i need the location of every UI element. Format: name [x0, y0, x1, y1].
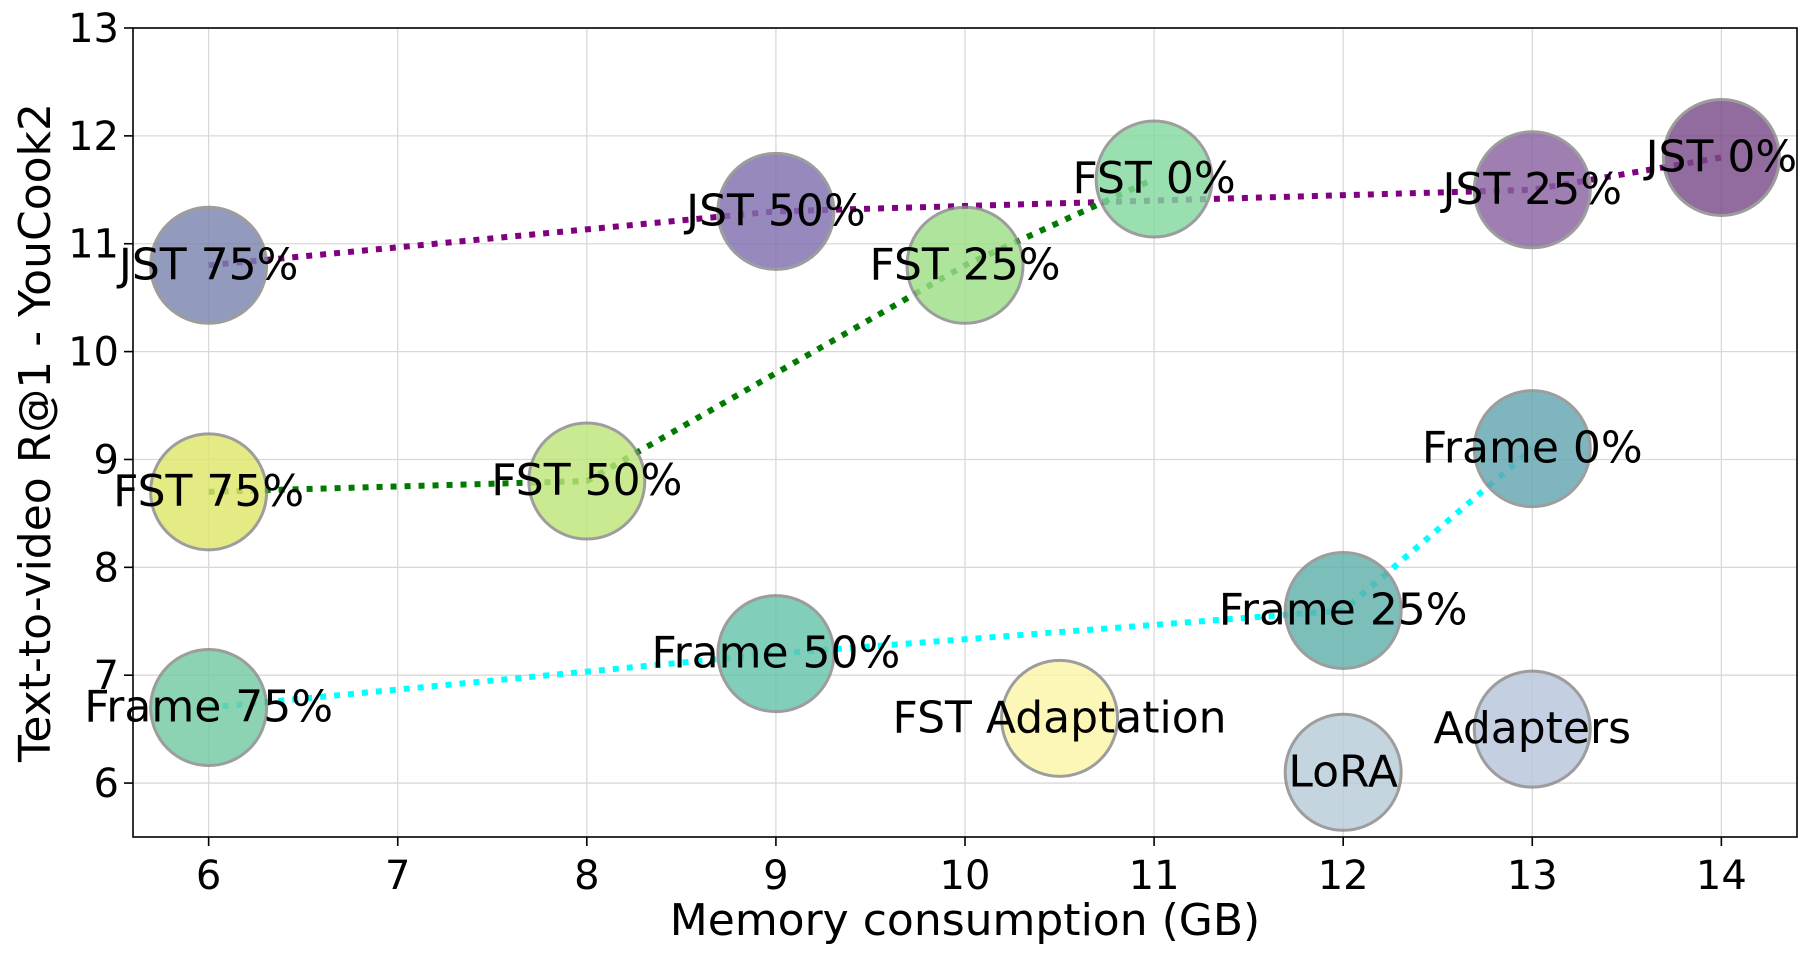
y-tick-label: 12 [68, 114, 119, 160]
x-tick-label: 14 [1696, 853, 1747, 899]
bubble-frame-75 [149, 648, 269, 768]
series-lines [208, 154, 1722, 711]
label-jst-0: JST 0% [1643, 131, 1798, 182]
x-tick-label: 9 [763, 853, 788, 899]
bubble-jst-50 [716, 151, 836, 271]
label-lora: LoRA [1288, 746, 1398, 797]
label-frame-50: Frame 50% [651, 628, 900, 679]
bubble-jst-25 [1472, 130, 1592, 250]
y-tick-label: 9 [94, 437, 119, 483]
x-tick-label: 13 [1507, 853, 1558, 899]
bubbles [149, 97, 1781, 832]
y-tick-label: 6 [94, 761, 119, 807]
x-tick-label: 8 [574, 853, 599, 899]
bubble-fst-25 [905, 205, 1025, 325]
bubble-frame-0 [1472, 389, 1592, 509]
bubble-adapters [1472, 669, 1592, 789]
label-frame-25: Frame 25% [1219, 584, 1468, 635]
bubble-jst-75 [149, 205, 269, 325]
trend-line-2 [208, 176, 1156, 495]
label-jst-75: JST 75% [116, 239, 299, 290]
y-axis-title: Text-to-video R@1 - YouCook2 [10, 103, 61, 763]
ticks: 6 7 8 9 10 11 12 13 14 6 7 8 9 10 11 12 13 [68, 6, 1747, 899]
x-axis-title: Memory consumption (GB) [670, 895, 1260, 946]
x-tick-label: 10 [940, 853, 991, 899]
bubble-frame-25 [1283, 550, 1403, 670]
trend-line-1 [208, 154, 1722, 269]
bubble-fst-adaptation [1000, 658, 1120, 778]
bubble-lora [1283, 712, 1403, 832]
x-tick-label: 6 [196, 853, 221, 899]
x-tick-label: 7 [385, 853, 410, 899]
bubble-fst-75 [149, 432, 269, 552]
label-fst-adaptation: FST Adaptation [893, 692, 1227, 743]
label-frame-0: Frame 0% [1422, 423, 1643, 474]
label-frame-75: Frame 75% [84, 682, 333, 733]
bubble-frame-50 [716, 594, 836, 714]
bubble-fst-0 [1094, 119, 1214, 239]
y-tick-label: 10 [68, 330, 119, 376]
y-tick-label: 13 [68, 6, 119, 52]
x-tick-label: 11 [1129, 853, 1180, 899]
label-fst-0: FST 0% [1073, 153, 1236, 204]
label-adapters: Adapters [1434, 703, 1631, 754]
y-tick-label: 11 [68, 222, 119, 268]
point-labels: JST 0% JST 25% JST 50% JST 75% FST 0% FST 25%… [84, 131, 1797, 797]
x-tick-label: 12 [1318, 853, 1369, 899]
label-fst-50: FST 50% [491, 455, 682, 506]
y-tick-label: 8 [94, 545, 119, 591]
label-jst-25: JST 25% [1439, 164, 1622, 215]
label-jst-50: JST 50% [683, 185, 866, 236]
bubble-jst-0 [1661, 97, 1781, 217]
y-tick-label: 7 [94, 653, 119, 699]
trend-line-3 [208, 446, 1535, 711]
bubble-fst-50 [527, 421, 647, 541]
label-fst-25: FST 25% [869, 239, 1060, 290]
label-fst-75: FST 75% [113, 466, 304, 517]
